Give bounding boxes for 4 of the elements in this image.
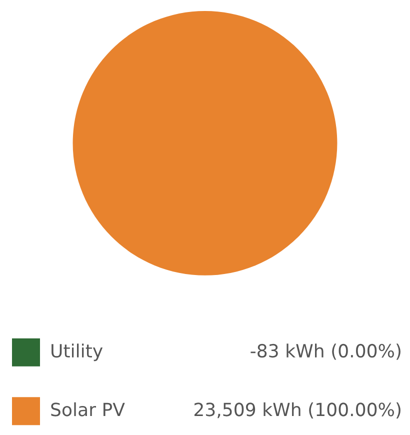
legend-label: Utility bbox=[52, 344, 103, 362]
data-label: 23,509 kWh (100.00%) bbox=[194, 402, 400, 418]
text: -83 kWh (0.00%) bbox=[250, 344, 400, 360]
legend-label: Solar PV bbox=[51, 402, 125, 416]
